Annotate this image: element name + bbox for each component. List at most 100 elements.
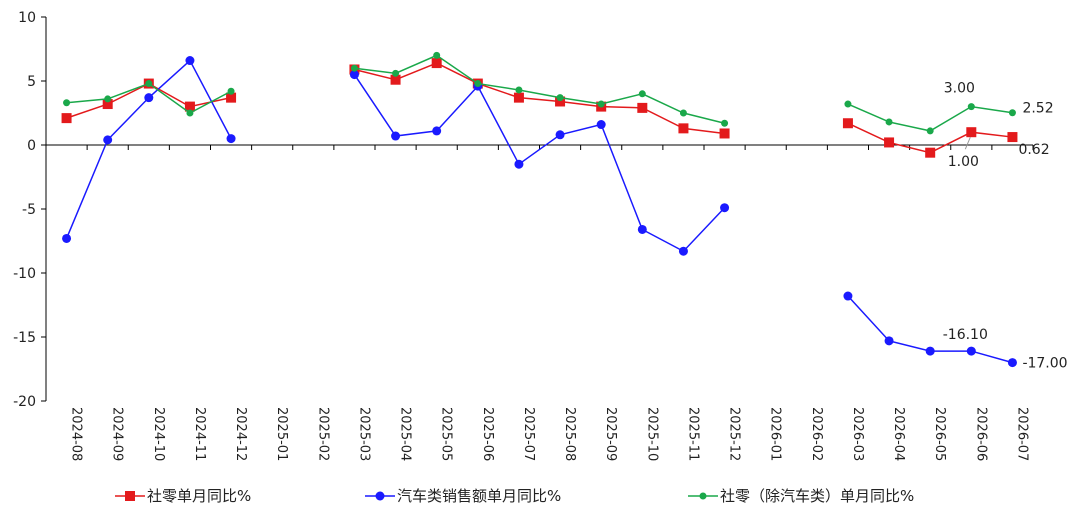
- data-point: [392, 69, 400, 77]
- legend-marker: [125, 491, 135, 501]
- data-point: [885, 118, 893, 126]
- data-point: [62, 233, 72, 243]
- data-point: [227, 87, 235, 95]
- x-tick-label: 2025-12: [727, 407, 742, 461]
- x-tick-label: 2025-05: [439, 407, 454, 461]
- x-tick-label: 2026-03: [850, 407, 865, 461]
- data-point: [638, 90, 646, 98]
- x-tick-label: 2025-07: [521, 407, 536, 461]
- data-point: [1007, 132, 1018, 143]
- legend-label: 社零单月同比%: [147, 487, 251, 505]
- data-label: 3.00: [944, 81, 975, 97]
- data-point: [350, 64, 358, 72]
- data-point: [145, 80, 153, 88]
- series-1: [62, 56, 1017, 368]
- series-0: [61, 58, 1018, 158]
- x-tick-label: 2025-10: [644, 407, 659, 461]
- y-tick-label: 0: [27, 138, 36, 154]
- data-label: 0.62: [1018, 142, 1049, 158]
- data-label: -16.10: [943, 327, 988, 343]
- y-tick-label: -20: [13, 394, 36, 410]
- data-point: [104, 95, 112, 103]
- legend-marker: [699, 492, 707, 500]
- data-point: [474, 80, 482, 88]
- y-tick-label: -5: [22, 202, 36, 218]
- data-label: 2.52: [1022, 101, 1053, 117]
- data-point: [925, 346, 935, 356]
- data-point: [432, 126, 442, 136]
- data-point: [433, 51, 441, 59]
- data-point: [720, 203, 730, 213]
- data-point: [967, 103, 975, 111]
- chart-legend: 社零单月同比% 汽车类销售额单月同比% 社零（除汽车类）单月同比%: [115, 487, 914, 505]
- data-point: [184, 101, 195, 112]
- x-tick-label: 2025-09: [603, 407, 618, 461]
- data-point: [102, 99, 113, 110]
- data-point: [186, 109, 194, 117]
- series-line: [354, 62, 725, 135]
- data-point: [185, 56, 195, 66]
- x-tick-label: 2025-01: [274, 407, 289, 461]
- data-point: [514, 159, 524, 169]
- x-tick-label: 2026-06: [973, 407, 988, 461]
- legend-label: 社零（除汽车类）单月同比%: [720, 487, 914, 505]
- data-point: [1008, 109, 1016, 117]
- y-tick-label: 5: [27, 74, 36, 90]
- data-point: [842, 118, 853, 129]
- annotation-layer: 3.00 2.52 1.00 0.62 -16.10 -17.00: [943, 81, 1068, 372]
- x-tick-label: 2025-08: [562, 407, 577, 461]
- x-tick-label: 2026-04: [891, 407, 906, 461]
- legend-label: 汽车类销售额单月同比%: [397, 487, 561, 505]
- data-point: [884, 137, 895, 148]
- x-tick-label: 2024-09: [110, 407, 125, 461]
- data-point: [391, 131, 401, 141]
- data-point: [390, 74, 401, 85]
- data-point: [103, 135, 113, 145]
- x-tick-label: 2026-05: [932, 407, 947, 461]
- x-tick-label: 2024-10: [151, 407, 166, 461]
- y-tick-label: -15: [13, 330, 36, 346]
- data-point: [844, 100, 852, 108]
- series-layer: [61, 51, 1018, 368]
- data-point: [226, 92, 237, 103]
- x-tick-label: 2026-07: [1014, 407, 1029, 461]
- data-point: [226, 134, 236, 144]
- chart-axes: 10 5 0 -5 -10 -15 -20 2024-08 2024-09 2024-10 2024…: [13, 10, 1034, 461]
- data-point: [513, 92, 524, 103]
- data-point: [349, 70, 359, 80]
- data-point: [61, 113, 72, 124]
- data-point: [966, 346, 976, 356]
- data-point: [925, 147, 936, 158]
- series-line: [354, 54, 725, 124]
- series-2: [63, 51, 1016, 135]
- data-point: [679, 109, 687, 117]
- data-point: [721, 119, 729, 127]
- legend-marker: [375, 491, 385, 501]
- legend-item-0: 社零单月同比%: [115, 487, 251, 505]
- data-point: [637, 224, 647, 234]
- data-point: [637, 102, 648, 113]
- data-label: -17.00: [1022, 356, 1067, 372]
- series-line: [353, 74, 726, 253]
- data-point: [843, 291, 853, 301]
- y-tick-label: -10: [13, 266, 36, 282]
- data-point: [431, 58, 442, 69]
- data-point: [1007, 358, 1017, 368]
- x-tick-label: 2025-02: [315, 407, 330, 461]
- x-tick-label: 2025-11: [685, 407, 700, 461]
- data-point: [597, 100, 605, 108]
- label-leader-line: [964, 137, 971, 150]
- x-tick-label: 2024-11: [192, 407, 207, 461]
- data-point: [144, 93, 154, 103]
- series-line: [847, 103, 1013, 132]
- data-point: [966, 127, 977, 138]
- data-point: [555, 96, 566, 107]
- legend-item-2: 社零（除汽车类）单月同比%: [688, 487, 914, 505]
- x-tick-label: 2024-08: [69, 407, 84, 461]
- x-tick-label: 2026-01: [768, 407, 783, 461]
- data-point: [515, 86, 523, 94]
- data-point: [926, 127, 934, 135]
- x-tick-label: 2024-12: [233, 407, 248, 461]
